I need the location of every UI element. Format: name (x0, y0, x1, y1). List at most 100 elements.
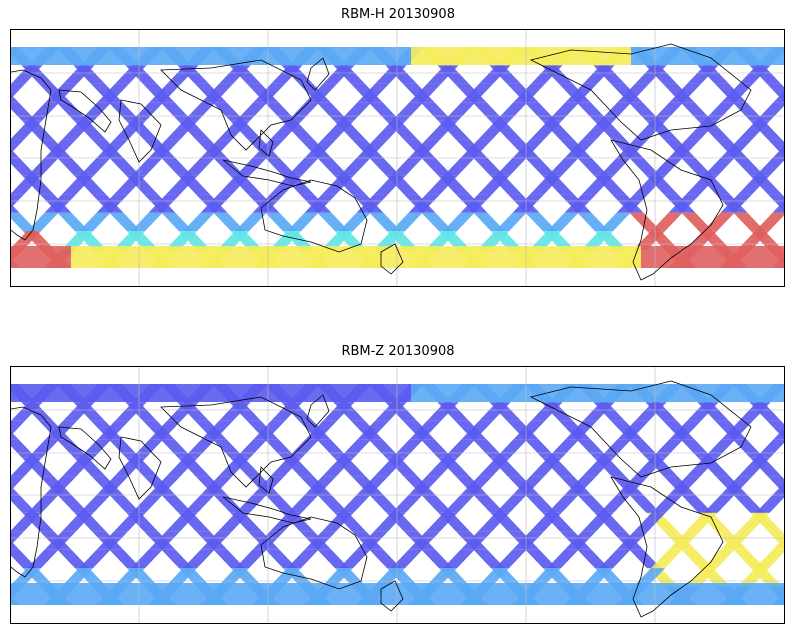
swath-segment (686, 175, 718, 195)
swath-segment (751, 583, 761, 605)
swath-segment (81, 246, 91, 268)
swath-segment (593, 457, 626, 477)
swath-segment (247, 139, 279, 158)
swath-segment (11, 83, 26, 99)
swath-segment (287, 549, 319, 569)
swath-segment (11, 102, 36, 121)
swath-segment (331, 246, 341, 268)
swath-segment (391, 549, 423, 569)
swath-segment (246, 420, 279, 440)
swath-segment (141, 47, 151, 65)
swath-segment (151, 246, 161, 268)
swath-segment (541, 246, 551, 268)
swath-segment (73, 120, 106, 140)
swath-segment (148, 531, 181, 550)
swath-segment (56, 494, 89, 513)
swath-segment (402, 83, 435, 103)
swath-segment (755, 549, 784, 569)
swath-segment (631, 246, 641, 268)
swath-segment (481, 583, 491, 605)
swath-segment (81, 47, 91, 65)
swath-segment (151, 583, 161, 605)
swath-segment (27, 157, 60, 176)
swath-segment (251, 583, 261, 605)
swath-segment (281, 457, 314, 477)
swath-segment (471, 246, 481, 268)
swath-segment (142, 83, 175, 103)
swath-segment (511, 246, 521, 268)
swath-segment (451, 384, 461, 402)
swath-segment (425, 568, 458, 587)
swath-segment (251, 246, 261, 268)
swath-segment (551, 47, 561, 65)
swath-segment (183, 494, 216, 513)
map-canvas-rbm-z (11, 367, 784, 623)
swath-segment (385, 457, 418, 477)
swath-segment (21, 47, 31, 65)
swath-segment (472, 157, 505, 176)
map-rbm-h (10, 29, 785, 287)
swath-segment (721, 246, 731, 268)
swath-segment (593, 65, 625, 84)
swath-segment (166, 512, 198, 532)
swath-segment (200, 194, 233, 213)
swath-segment (771, 246, 781, 268)
swath-segment (681, 246, 691, 268)
swath-segment (41, 583, 51, 605)
swath-segment (559, 476, 591, 495)
swath-segment (299, 476, 331, 495)
swath-segment (211, 246, 221, 268)
swath-segment (125, 65, 157, 84)
swath-segment (697, 65, 729, 84)
swath-segment (11, 512, 42, 532)
swath-segment (381, 246, 391, 268)
swath-segment (71, 47, 81, 65)
swath-segment (27, 212, 59, 232)
swath-segment (31, 583, 41, 605)
swath-segment (732, 494, 765, 513)
swath-segment (109, 549, 141, 569)
swath-segment (701, 583, 711, 605)
swath-segment (301, 47, 311, 65)
swath-segment (431, 384, 441, 402)
swath-segment (611, 246, 621, 268)
swath-segment (738, 512, 770, 532)
coastline (529, 43, 752, 141)
swath-segment (601, 583, 611, 605)
swath-segment (166, 175, 198, 195)
swath-segment (91, 384, 101, 402)
swath-segment (212, 439, 244, 458)
swath-segment (333, 457, 366, 477)
swath-segment (109, 212, 141, 232)
swath-segment (491, 47, 501, 65)
swath-segment (541, 457, 574, 477)
swath-segment (339, 549, 371, 569)
swath-segment (621, 246, 631, 268)
swath-segment (661, 47, 671, 65)
coastline (380, 580, 404, 612)
swath-segment (191, 384, 201, 402)
swath-segment (641, 246, 651, 268)
swath-segment (11, 568, 42, 587)
swath-segment (641, 47, 651, 65)
swath-segment (551, 246, 561, 268)
swath-segment (454, 83, 487, 103)
swath-segment (473, 549, 505, 569)
swath-segment (201, 384, 211, 402)
swath-segment (711, 384, 721, 402)
coastline (58, 426, 112, 470)
swath-segment (281, 47, 291, 65)
swath-segment (71, 384, 81, 402)
swath-segment (281, 120, 314, 140)
swath-segment (437, 402, 469, 421)
swath-segment (271, 246, 281, 268)
swath-segment (633, 231, 666, 250)
swath-segment (131, 583, 141, 605)
swath-segment (21, 384, 31, 402)
swath-segment (651, 494, 684, 513)
swath-segment (691, 384, 701, 402)
swath-segment (403, 139, 435, 158)
swath-segment (79, 212, 111, 232)
swath-segment (111, 583, 121, 605)
swath-segment (401, 246, 411, 268)
